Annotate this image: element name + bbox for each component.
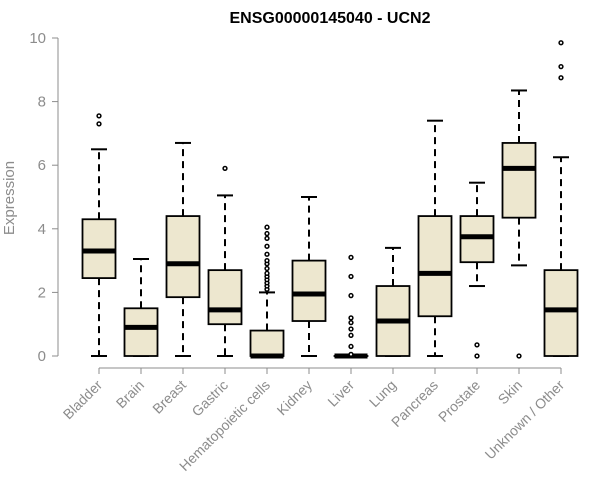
outlier-point: [348, 332, 354, 338]
x-tick-label: Breast: [149, 377, 189, 417]
iqr-box: [417, 215, 453, 318]
x-tick-label: Pancreas: [388, 377, 441, 430]
outlier-point: [348, 326, 354, 332]
box-bladder: [81, 113, 117, 357]
x-tick-label: Lung: [366, 377, 399, 410]
chart-title: ENSG00000145040 - UCN2: [229, 10, 430, 27]
box-skin: [501, 89, 537, 359]
y-tick-label: 0: [38, 348, 46, 365]
outlier-point: [96, 113, 102, 119]
y-tick-label: 8: [38, 94, 46, 111]
outlier-point: [264, 257, 270, 264]
x-tick-label: Liver: [324, 377, 357, 410]
box-brain: [123, 258, 159, 357]
x-tick-label: Bladder: [60, 377, 106, 423]
x-tick-label: Prostate: [435, 377, 483, 425]
outlier-point: [348, 315, 354, 321]
box-lung: [375, 246, 411, 357]
box-kidney: [291, 196, 327, 357]
outlier-point: [264, 265, 270, 272]
x-tick-label: Brain: [113, 377, 147, 411]
outlier-point: [348, 273, 354, 280]
y-tick-label: 6: [38, 157, 46, 174]
outlier-point: [516, 353, 522, 359]
outlier-point: [474, 342, 480, 348]
outlier-point: [264, 251, 270, 257]
box-unknown-other: [543, 40, 579, 357]
outlier-point: [348, 254, 354, 261]
iqr-box: [291, 259, 327, 322]
outlier-point: [264, 243, 270, 249]
box-hematopoietic-cells: [249, 224, 285, 359]
iqr-box: [543, 269, 579, 357]
outlier-point: [264, 230, 270, 237]
box-gastric: [207, 165, 243, 357]
y-tick-label: 10: [29, 30, 46, 47]
iqr-box: [123, 307, 159, 357]
iqr-box: [501, 142, 537, 219]
outlier-point: [264, 270, 270, 276]
x-tick-label: Skin: [495, 377, 526, 408]
outlier-point: [222, 165, 228, 172]
outlier-point: [474, 353, 480, 359]
outlier-point: [558, 63, 564, 70]
box-pancreas: [417, 119, 453, 357]
boxplot-series: [81, 40, 579, 359]
outlier-point: [348, 351, 354, 358]
outlier-point: [348, 343, 354, 350]
outlier-point: [348, 292, 354, 299]
outlier-point: [558, 40, 564, 46]
y-axis-label: Expression: [1, 161, 18, 235]
box-liver: [333, 254, 369, 359]
y-tick-label: 4: [38, 221, 46, 238]
outlier-point: [558, 75, 564, 81]
iqr-box: [207, 269, 243, 326]
outlier-point: [264, 235, 270, 241]
y-axis: 0 2 4 6 8 10: [29, 30, 59, 365]
outlier-point: [348, 319, 354, 326]
y-tick-label: 2: [38, 284, 46, 301]
outlier-point: [264, 224, 270, 230]
box-breast: [165, 141, 201, 357]
iqr-box: [249, 329, 285, 357]
box-prostate: [459, 181, 495, 359]
outlier-point: [96, 121, 102, 127]
x-tick-label: Unknown / Other: [482, 377, 568, 463]
x-tick-label: Kidney: [274, 377, 316, 419]
iqr-box: [165, 215, 201, 299]
